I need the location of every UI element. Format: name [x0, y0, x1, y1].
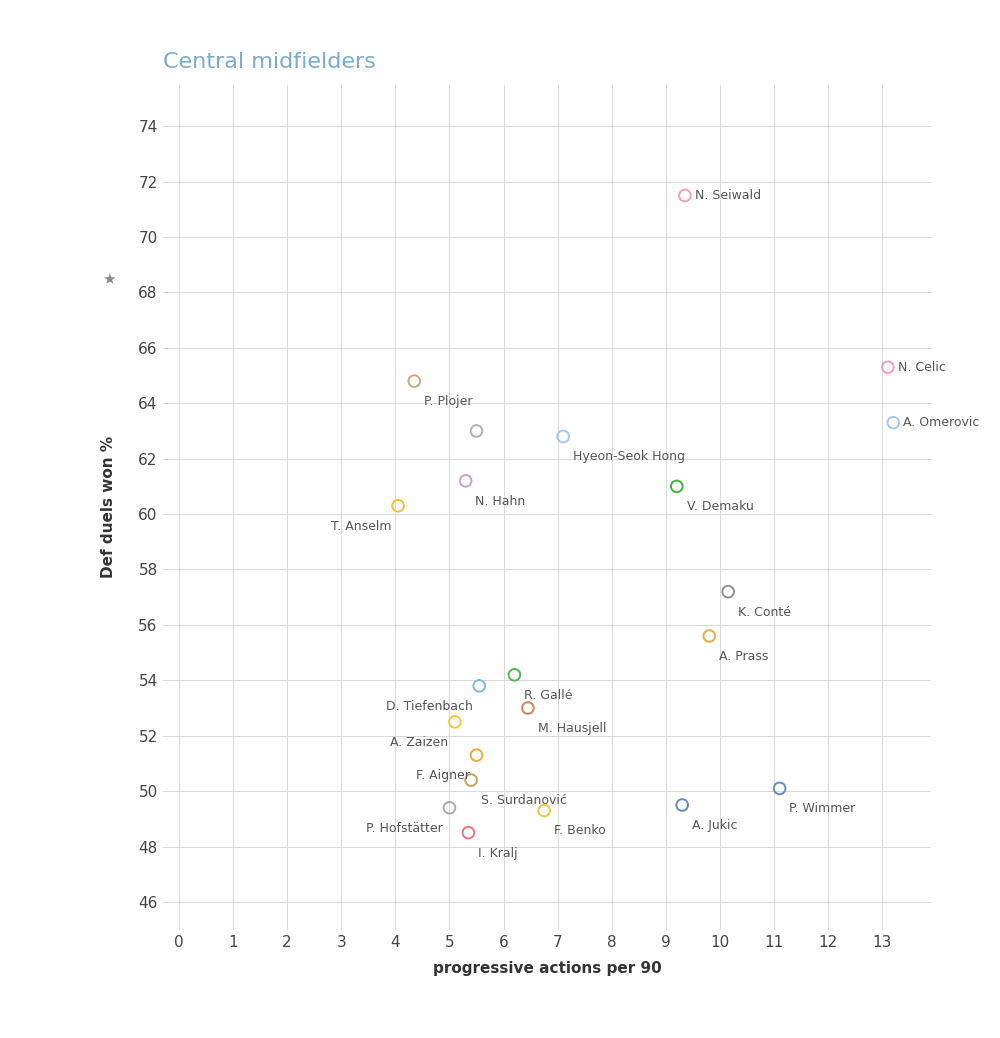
Text: ★: ★	[102, 272, 116, 286]
Text: T. Anselm: T. Anselm	[331, 520, 392, 532]
Text: N. Seiwald: N. Seiwald	[695, 189, 761, 202]
Text: N. Celic: N. Celic	[898, 361, 945, 374]
Text: A. Omerovic: A. Omerovic	[903, 416, 979, 429]
Point	[520, 700, 536, 716]
Point	[674, 797, 690, 814]
Text: P. Plojer: P. Plojer	[424, 394, 473, 408]
Point	[458, 472, 474, 489]
Point	[536, 802, 552, 819]
Point	[506, 666, 522, 683]
Text: N. Hahn: N. Hahn	[475, 495, 526, 508]
Point	[555, 429, 571, 445]
Point	[463, 772, 479, 789]
Text: D. Tiefenbach: D. Tiefenbach	[386, 700, 473, 713]
Point	[669, 479, 685, 495]
Text: Def duels won %: Def duels won %	[101, 436, 116, 578]
Point	[441, 799, 457, 816]
Text: R. Gallé: R. Gallé	[524, 688, 573, 702]
Point	[390, 497, 406, 514]
Point	[447, 713, 463, 730]
Point	[469, 746, 485, 763]
Text: F. Benko: F. Benko	[554, 824, 606, 838]
Text: A. Zaizen: A. Zaizen	[390, 736, 448, 748]
Point	[460, 824, 476, 841]
Text: A. Jukic: A. Jukic	[692, 819, 737, 831]
Point	[469, 422, 485, 439]
Point	[471, 678, 487, 694]
Text: F. Aigner: F. Aigner	[416, 769, 470, 782]
Text: Hyeon-Seok Hong: Hyeon-Seok Hong	[573, 450, 685, 463]
Point	[677, 187, 693, 203]
Text: V. Demaku: V. Demaku	[687, 500, 753, 513]
Text: P. Wimmer: P. Wimmer	[789, 802, 856, 815]
Text: Central midfielders: Central midfielders	[163, 52, 375, 72]
Text: A. Prass: A. Prass	[719, 650, 768, 663]
Point	[720, 583, 736, 600]
Point	[406, 373, 422, 389]
Point	[880, 359, 896, 376]
Text: M. Hausjell: M. Hausjell	[538, 721, 606, 735]
Text: P. Hofstätter: P. Hofstätter	[366, 822, 443, 835]
Point	[772, 781, 788, 797]
Text: I. Kralj: I. Kralj	[478, 847, 518, 859]
X-axis label: progressive actions per 90: progressive actions per 90	[433, 960, 661, 976]
Text: K. Conté: K. Conté	[738, 605, 791, 619]
Point	[885, 414, 901, 431]
Point	[701, 628, 717, 645]
Text: S. Surdanović: S. Surdanović	[481, 794, 567, 807]
